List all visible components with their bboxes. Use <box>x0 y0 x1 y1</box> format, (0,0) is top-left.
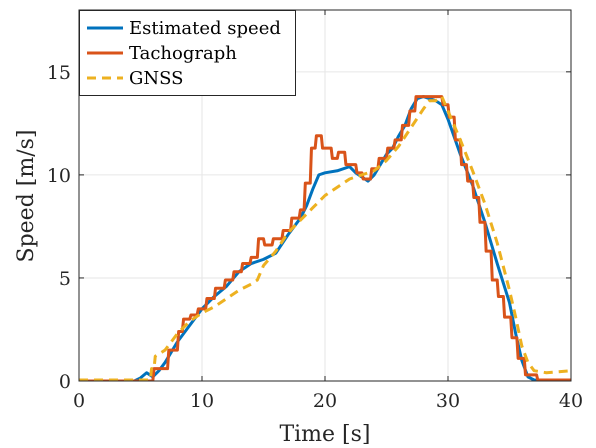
y-tick-label: 0 <box>59 371 71 393</box>
x-tick-label: 20 <box>313 390 337 412</box>
legend-label: Estimated speed <box>129 18 281 39</box>
x-tick-label: 30 <box>436 390 460 412</box>
x-tick-label: 0 <box>73 390 85 412</box>
legend-label: Tachograph <box>129 43 237 64</box>
y-tick-label: 10 <box>47 165 71 187</box>
x-tick-label: 10 <box>190 390 214 412</box>
series-line-gnss <box>79 95 571 381</box>
series-line-tachograph <box>79 95 571 381</box>
tick-labels: 0 10 20 30 40 0 5 10 15 <box>47 62 583 412</box>
y-tick-label: 5 <box>59 268 71 290</box>
x-tick-label: 40 <box>559 390 583 412</box>
legend: Estimated speed Tachograph GNSS <box>79 10 296 96</box>
y-tick-label: 15 <box>47 62 71 84</box>
series-layer <box>79 95 571 381</box>
legend-label: GNSS <box>129 68 183 89</box>
y-axis-title: Speed [m/s] <box>14 130 39 263</box>
x-axis-title: Time [s] <box>279 422 370 447</box>
